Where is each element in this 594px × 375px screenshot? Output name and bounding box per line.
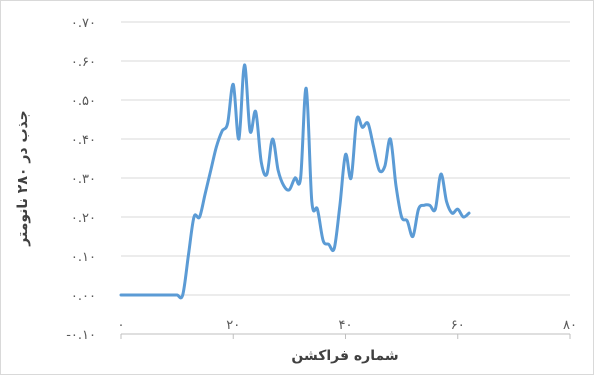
axes xyxy=(120,294,571,339)
tick-labels: -۰.۱۰ ۰.۰۰ ۰.۱۰ ۰.۲۰ ۰.۳۰ ۰.۴۰ ۰.۵۰ ۰.۶۰ ۰.۷۰ ۰ ۲۰… xyxy=(66,16,577,343)
y-tick-label: ۰.۴۰ xyxy=(71,133,96,148)
y-axis-title: جذب در ۲۸۰ نانومتر xyxy=(15,110,31,246)
y-tick-label: ۰.۶۰ xyxy=(71,55,96,70)
y-tick-label: -۰.۱۰ xyxy=(66,328,96,343)
x-axis-title: شماره فراکشن xyxy=(291,348,398,364)
series-line xyxy=(119,63,471,300)
x-tick-label: ۲۰ xyxy=(226,318,240,333)
y-tick-label: ۰.۲۰ xyxy=(71,211,96,226)
gridlines xyxy=(121,21,570,257)
y-tick-label: ۰.۳۰ xyxy=(71,172,96,187)
x-tick-label: ۴۰ xyxy=(339,318,353,333)
x-tick-label: ۶۰ xyxy=(451,318,465,333)
y-tick-label: ۰.۷۰ xyxy=(71,16,96,31)
y-tick-label: ۰.۰۰ xyxy=(71,289,96,304)
series-layer xyxy=(119,63,471,300)
x-tick-label: ۰ xyxy=(118,318,125,333)
x-tick-label: ۸۰ xyxy=(563,318,577,333)
y-tick-label: ۰.۵۰ xyxy=(71,94,96,109)
y-tick-label: ۰.۱۰ xyxy=(71,250,96,265)
